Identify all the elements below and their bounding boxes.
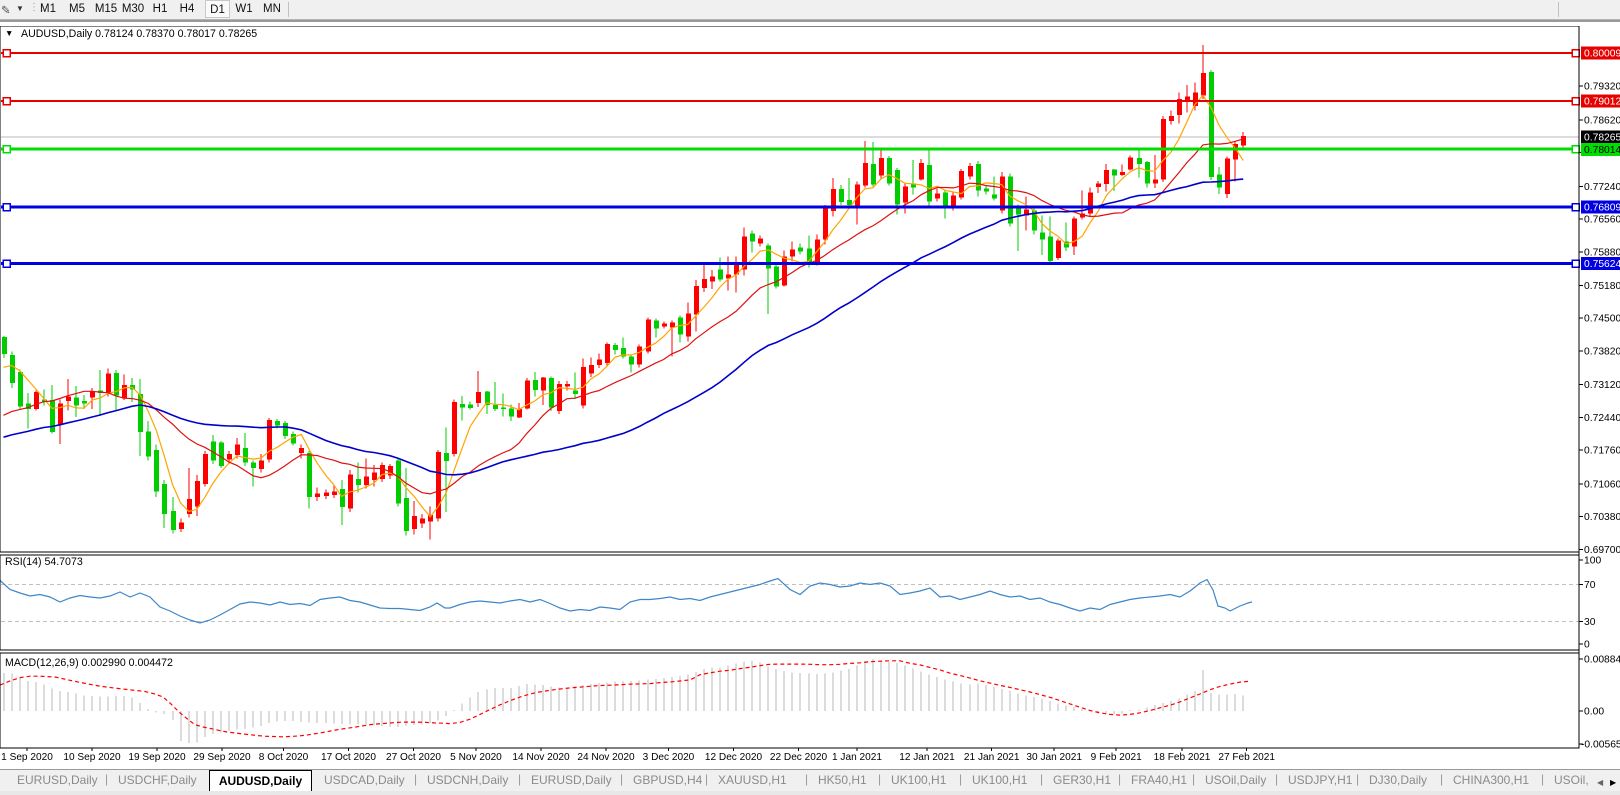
svg-text:24 Nov 2020: 24 Nov 2020 — [577, 752, 635, 763]
svg-text:0.71760: 0.71760 — [1584, 446, 1620, 457]
svg-text:70: 70 — [1584, 580, 1596, 591]
svg-text:1 Jan 2021: 1 Jan 2021 — [832, 752, 882, 763]
svg-text:0.73120: 0.73120 — [1584, 380, 1620, 391]
svg-text:0.75880: 0.75880 — [1584, 247, 1620, 258]
svg-text:AUDUSD,Daily 0.78124 0.78370: AUDUSD,Daily 0.78124 0.78370 0.78017 0.7… — [21, 28, 257, 40]
svg-text:0.70380: 0.70380 — [1584, 512, 1620, 523]
svg-text:0.78620: 0.78620 — [1584, 115, 1620, 126]
svg-text:0.71060: 0.71060 — [1584, 479, 1620, 490]
svg-text:0.79320: 0.79320 — [1584, 82, 1620, 93]
svg-text:12 Jan 2021: 12 Jan 2021 — [899, 752, 955, 763]
svg-text:8 Oct 2020: 8 Oct 2020 — [259, 752, 309, 763]
svg-text:RSI(14) 54.7073: RSI(14) 54.7073 — [5, 556, 83, 568]
svg-text:1 Sep 2020: 1 Sep 2020 — [1, 752, 53, 763]
svg-text:-0.00565: -0.00565 — [1581, 740, 1620, 751]
svg-text:17 Oct 2020: 17 Oct 2020 — [321, 752, 376, 763]
svg-text:29 Sep 2020: 29 Sep 2020 — [193, 752, 251, 763]
svg-text:0.72440: 0.72440 — [1584, 413, 1620, 424]
svg-text:12 Dec 2020: 12 Dec 2020 — [705, 752, 763, 763]
svg-text:▼: ▼ — [5, 28, 13, 38]
svg-text:0.74500: 0.74500 — [1584, 314, 1620, 325]
svg-text:0: 0 — [1584, 640, 1590, 651]
svg-text:0.00: 0.00 — [1584, 707, 1604, 718]
svg-text:0.76809: 0.76809 — [1584, 203, 1620, 214]
svg-text:14 Nov 2020: 14 Nov 2020 — [512, 752, 570, 763]
svg-text:0.77240: 0.77240 — [1584, 182, 1620, 193]
svg-text:0.75180: 0.75180 — [1584, 281, 1620, 292]
svg-text:0.75624: 0.75624 — [1584, 259, 1620, 270]
svg-text:30 Jan 2021: 30 Jan 2021 — [1026, 752, 1082, 763]
svg-text:22 Dec 2020: 22 Dec 2020 — [770, 752, 828, 763]
svg-text:0.76560: 0.76560 — [1584, 215, 1620, 226]
svg-text:0.79012: 0.79012 — [1584, 97, 1620, 108]
svg-text:0.69700: 0.69700 — [1584, 545, 1620, 556]
svg-text:27 Feb 2021: 27 Feb 2021 — [1218, 752, 1275, 763]
svg-text:19 Sep 2020: 19 Sep 2020 — [128, 752, 186, 763]
svg-text:9 Feb 2021: 9 Feb 2021 — [1091, 752, 1142, 763]
svg-text:100: 100 — [1584, 556, 1601, 567]
svg-text:0.00884: 0.00884 — [1584, 655, 1620, 666]
svg-text:21 Jan 2021: 21 Jan 2021 — [964, 752, 1020, 763]
svg-text:3 Dec 2020: 3 Dec 2020 — [643, 752, 695, 763]
svg-text:0.80009: 0.80009 — [1584, 49, 1620, 60]
svg-text:MACD(12,26,9) 0.002990 0.00447: MACD(12,26,9) 0.002990 0.004472 — [5, 657, 173, 669]
svg-text:0.78265: 0.78265 — [1584, 133, 1620, 144]
svg-text:0.73820: 0.73820 — [1584, 347, 1620, 358]
svg-text:18 Feb 2021: 18 Feb 2021 — [1154, 752, 1211, 763]
svg-text:27 Oct 2020: 27 Oct 2020 — [386, 752, 441, 763]
svg-text:30: 30 — [1584, 617, 1596, 628]
svg-text:0.78014: 0.78014 — [1584, 145, 1620, 156]
svg-text:5 Nov 2020: 5 Nov 2020 — [450, 752, 502, 763]
svg-text:10 Sep 2020: 10 Sep 2020 — [63, 752, 121, 763]
